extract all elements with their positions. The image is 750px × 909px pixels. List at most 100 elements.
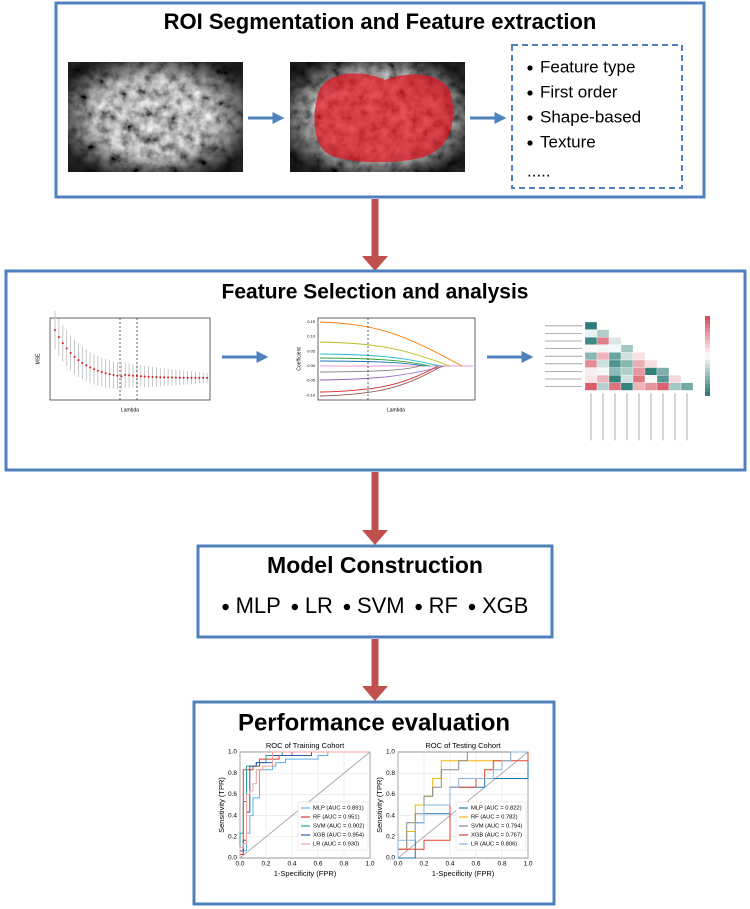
legend-label: MLP (AUC = 0.891) — [313, 806, 364, 812]
y-axis-label: Sensitivity (TPR) — [217, 777, 226, 833]
cv-point — [85, 364, 88, 367]
y-tick-label: -0.10 — [306, 392, 316, 397]
heat-cell — [584, 352, 598, 361]
bullet — [527, 140, 533, 146]
cv-point — [171, 376, 173, 379]
colorbar-cell — [705, 344, 710, 348]
heat-cell — [584, 382, 598, 391]
coef-path — [319, 357, 431, 367]
heat-cell — [584, 337, 598, 345]
heat-cell — [644, 375, 658, 383]
cv-point — [100, 371, 103, 374]
heat-cell — [596, 337, 610, 345]
x-tick-label: 0.8 — [497, 861, 506, 868]
y-tick-label: 0.6 — [386, 791, 395, 798]
heat-cell — [620, 344, 634, 353]
x-tick-label: 0.2 — [419, 861, 428, 868]
legend-label: LR (AUC = 0.806) — [471, 842, 517, 848]
model-name: RF — [429, 593, 458, 618]
x-tick-label: 0.2 — [261, 861, 270, 868]
colorbar-cell — [705, 316, 710, 320]
feature-list: Feature type First order Shape-based Textur… — [527, 57, 641, 151]
heat-cell — [644, 367, 658, 376]
colorbar-cell — [705, 380, 710, 384]
heat-cell — [668, 375, 682, 383]
y-tick-label: -0.05 — [306, 378, 316, 383]
heat-cell — [608, 382, 622, 391]
coef-path — [319, 365, 439, 393]
x-axis-label: 1-Specificity (FPR) — [274, 869, 337, 878]
heat-cell — [608, 359, 622, 368]
heat-cell — [644, 382, 658, 391]
heat-cell — [584, 344, 598, 353]
colorbar-cell — [705, 388, 710, 392]
heat-cell — [632, 382, 646, 391]
heat-cell — [620, 367, 634, 376]
y-tick-label: 0.4 — [386, 812, 395, 819]
y-tick-label: 0.00 — [307, 363, 316, 368]
model-panel — [196, 544, 554, 639]
legend-label: RF (AUC = 0.782) — [471, 815, 518, 821]
colorbar-cell — [705, 352, 710, 356]
legend-label: SVM (AUC = 0.794) — [471, 824, 522, 830]
cv-point — [128, 374, 131, 377]
heat-cell — [620, 382, 634, 391]
roc-curve — [397, 751, 528, 858]
heat-cell — [620, 375, 634, 383]
heat-cell — [596, 367, 610, 376]
cv-point — [151, 375, 154, 378]
cv-point — [65, 347, 68, 350]
x-tick-label: 0.4 — [287, 861, 296, 868]
y-tick-label: 0.05 — [307, 348, 316, 353]
cv-point — [190, 376, 193, 379]
x-tick-label: 0.0 — [393, 861, 402, 868]
legend-label: LR (AUC = 0.930) — [313, 842, 359, 848]
cv-point — [112, 374, 115, 377]
y-tick-label: 0.2 — [228, 834, 237, 841]
cv-point — [124, 373, 127, 376]
bullet — [468, 603, 476, 611]
x-axis-label: Lambda — [387, 407, 405, 413]
y-tick-label: 0.10 — [307, 334, 316, 339]
x-axis-label: 1-Specificity (FPR) — [432, 869, 495, 878]
cv-point — [93, 368, 95, 371]
y-tick-label: 0.15 — [307, 319, 316, 324]
colorbar-cell — [705, 332, 710, 336]
heat-cell — [596, 375, 610, 383]
roi-title: ROI Segmentation and Feature extraction — [164, 9, 597, 34]
bullet — [527, 115, 533, 121]
plot-frame — [49, 317, 211, 401]
bullet — [291, 603, 299, 611]
y-axis-label: Coefficient — [296, 347, 302, 371]
legend-label: XGB (AUC = 0.954) — [313, 833, 364, 839]
heat-cell — [644, 359, 658, 368]
cv-point — [108, 373, 111, 376]
heat-cell — [632, 352, 646, 361]
colorbar-cell — [705, 360, 710, 364]
heat-cell — [632, 359, 646, 368]
colorbar-cell — [705, 320, 710, 324]
model-name: SVM — [357, 593, 405, 618]
heat-cell — [608, 367, 622, 376]
feature-item: Feature type — [540, 57, 635, 76]
arrow-head — [362, 256, 388, 271]
cv-point — [120, 375, 123, 378]
segmented-image — [290, 62, 465, 172]
cv-point — [54, 329, 56, 331]
x-tick-label: 0.8 — [339, 861, 348, 868]
roc-curve — [397, 751, 528, 858]
roc-charts: 0.00.00.20.20.40.40.60.60.80.81.01.0ROC … — [217, 741, 533, 878]
feature-item: Texture — [540, 132, 596, 151]
cv-point — [174, 376, 177, 379]
legend-label: XGB (AUC = 0.767) — [471, 833, 522, 839]
y-tick-label: 0.6 — [228, 791, 237, 798]
lasso-path-plot: Lambda Coefficient 0.15 0.10 0.05 0.00 -0.05… — [296, 317, 476, 413]
cv-point — [116, 374, 119, 377]
ultrasound-shade — [68, 62, 243, 172]
correlation-heatmap — [545, 316, 710, 441]
cv-point — [135, 375, 138, 378]
y-tick-label: 0.8 — [228, 770, 237, 777]
roi-mask — [314, 73, 454, 163]
heat-cell — [596, 359, 610, 368]
